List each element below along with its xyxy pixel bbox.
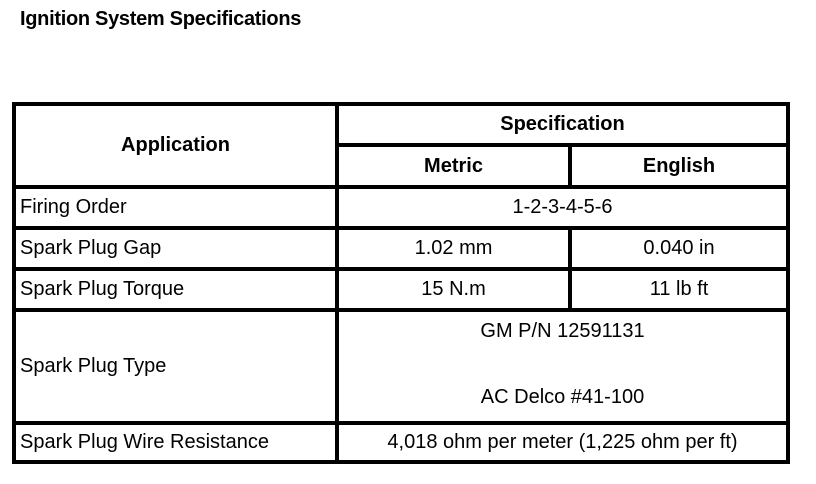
divider	[568, 144, 572, 186]
gap-english: 0.040 in	[643, 237, 715, 259]
type-acdelco-part: AC Delco #41-100	[480, 386, 645, 408]
table-row-gap-label: Spark Plug Gap	[20, 237, 162, 259]
divider	[12, 226, 790, 230]
table-row-firing-order-label: Firing Order	[20, 196, 127, 218]
gap-metric: 1.02 mm	[414, 237, 493, 259]
table-border	[12, 102, 16, 464]
torque-english: 11 lb ft	[649, 278, 709, 300]
type-values: GM P/N 12591131 AC Delco #41-100	[339, 312, 786, 421]
table-border	[786, 102, 790, 464]
header-metric: Metric	[424, 154, 483, 177]
divider	[12, 421, 790, 425]
table-row-torque-label: Spark Plug Torque	[20, 278, 185, 300]
table-row-type-label: Spark Plug Type	[20, 355, 167, 377]
header-application: Application	[121, 134, 230, 156]
table-border	[12, 102, 790, 106]
divider	[335, 102, 339, 464]
firing-order-value: 1-2-3-4-5-6	[512, 196, 613, 218]
divider	[12, 308, 790, 312]
torque-metric: 15 N.m	[421, 278, 486, 300]
type-gm-part: GM P/N 12591131	[480, 320, 645, 342]
divider	[12, 185, 790, 189]
wire-resistance-value: 4,018 ohm per meter (1,225 ohm per ft)	[387, 431, 738, 453]
table-row-wire-resistance-label: Spark Plug Wire Resistance	[20, 431, 269, 453]
table-border	[12, 460, 790, 464]
divider	[335, 143, 790, 147]
divider	[12, 267, 790, 271]
page-title: Ignition System Specifications	[20, 8, 302, 30]
header-english: English	[642, 154, 716, 177]
header-specification: Specification	[500, 113, 625, 135]
